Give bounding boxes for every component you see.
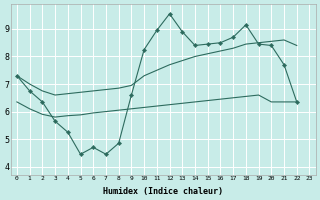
X-axis label: Humidex (Indice chaleur): Humidex (Indice chaleur) [103, 187, 223, 196]
